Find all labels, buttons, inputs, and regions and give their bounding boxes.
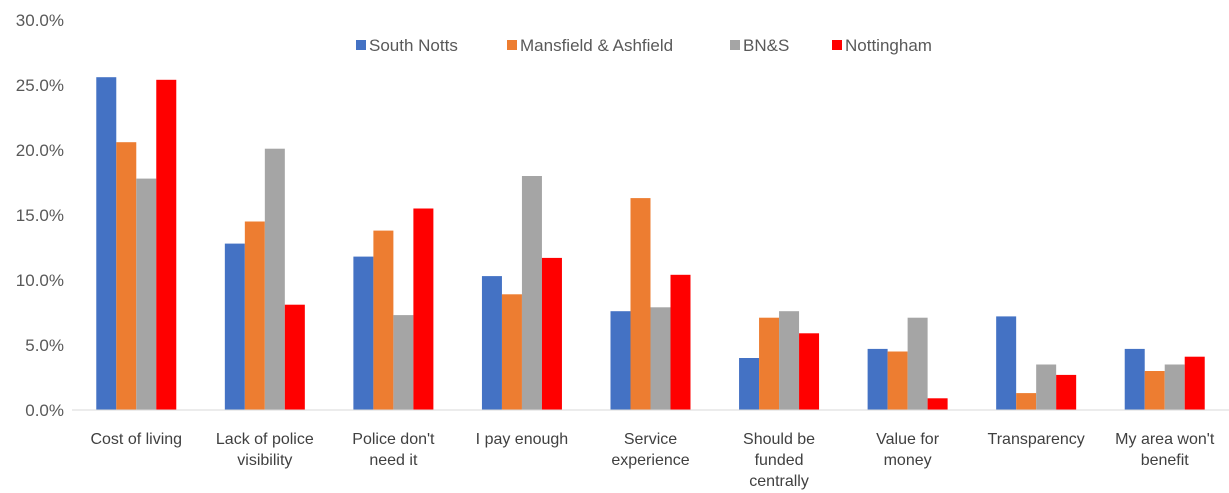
y-tick-label: 15.0% (16, 206, 64, 225)
bar (1164, 364, 1185, 410)
x-axis: Cost of living Lack of police visibility Po… (90, 431, 1214, 490)
bar (96, 77, 117, 410)
x-category-label: Should be (743, 431, 815, 448)
legend-swatch (730, 40, 740, 50)
x-category-label: Value for (876, 431, 940, 448)
legend-swatch (356, 40, 366, 50)
bar (501, 294, 522, 410)
legend-label: Mansfield & Ashfield (520, 36, 673, 55)
bar (224, 243, 245, 410)
bar (1056, 374, 1077, 410)
y-tick-label: 0.0% (25, 401, 64, 420)
bar (996, 316, 1017, 410)
bar (136, 178, 157, 410)
bar (630, 198, 651, 410)
bar (541, 257, 562, 410)
bar (739, 358, 760, 410)
y-tick-label: 20.0% (16, 141, 64, 160)
y-axis: 0.0% 5.0% 10.0% 15.0% 20.0% 25.0% 30.0% (16, 11, 64, 420)
y-tick-label: 5.0% (25, 336, 64, 355)
bar (156, 79, 177, 411)
bar (1184, 356, 1205, 410)
bar (887, 351, 908, 410)
x-category-label: visibility (237, 452, 292, 469)
bar (1144, 371, 1165, 410)
y-tick-label: 25.0% (16, 76, 64, 95)
legend-label: Nottingham (845, 36, 932, 55)
bar (1016, 393, 1037, 410)
bar (610, 311, 631, 410)
bar (670, 274, 691, 410)
bar (759, 317, 780, 410)
y-tick-label: 10.0% (16, 271, 64, 290)
bar (521, 176, 542, 410)
x-category-label: centrally (749, 473, 809, 490)
x-category-label: need it (369, 452, 418, 469)
bar (353, 256, 374, 410)
bar (927, 398, 948, 410)
x-category-label: funded (755, 452, 804, 469)
bar (413, 208, 434, 410)
x-category-label: Police don't (352, 431, 435, 448)
bar (799, 333, 820, 410)
bar (116, 142, 137, 410)
x-category-label: Cost of living (90, 431, 182, 448)
legend-swatch (507, 40, 517, 50)
x-category-label: Lack of police (216, 431, 314, 448)
bar (393, 315, 414, 410)
bar (907, 317, 928, 410)
legend-swatch (832, 40, 842, 50)
y-tick-label: 30.0% (16, 11, 64, 30)
x-category-label: benefit (1141, 452, 1190, 469)
bars (96, 77, 1205, 411)
legend: South Notts Mansfield & Ashfield BN&S Notti… (356, 36, 932, 55)
legend-label: South Notts (369, 36, 458, 55)
legend-label: BN&S (743, 36, 789, 55)
bar (373, 230, 394, 410)
bar (779, 311, 800, 410)
bar (650, 307, 671, 410)
bar (481, 276, 502, 410)
x-category-label: Service (624, 431, 677, 448)
x-category-label: Transparency (988, 431, 1085, 448)
bar (1124, 348, 1145, 410)
bar (284, 304, 305, 410)
bar (264, 148, 285, 410)
bar (867, 348, 888, 410)
x-category-label: I pay enough (476, 431, 569, 448)
bar (1036, 364, 1057, 410)
x-category-label: experience (611, 452, 689, 469)
x-category-label: money (884, 452, 932, 469)
bar (244, 221, 265, 410)
x-category-label: My area won't (1115, 431, 1215, 448)
